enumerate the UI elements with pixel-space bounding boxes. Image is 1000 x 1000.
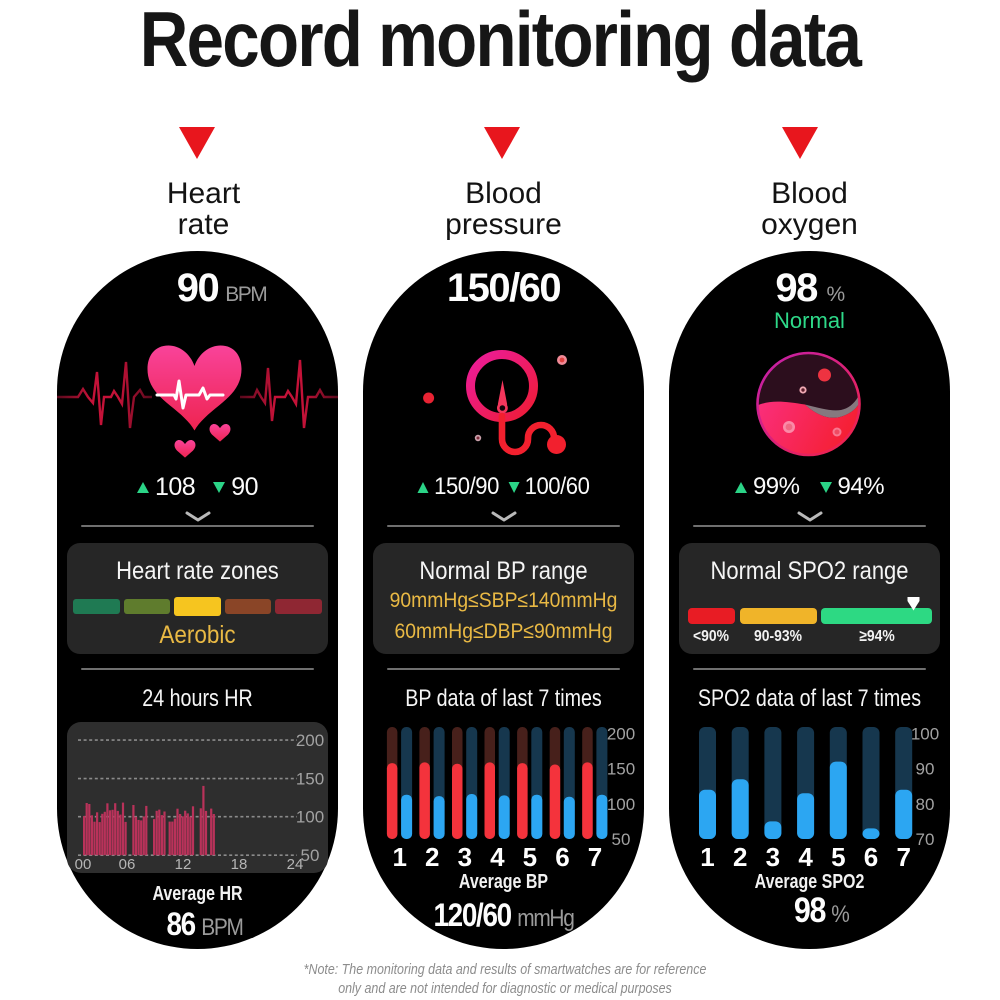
svg-text:100: 100 [296, 808, 324, 827]
svg-text:70: 70 [916, 830, 935, 849]
svg-text:2: 2 [425, 842, 439, 870]
svg-text:6: 6 [555, 842, 569, 870]
svg-text:50: 50 [301, 846, 320, 865]
svg-text:18: 18 [231, 856, 248, 873]
svg-text:00: 00 [75, 856, 92, 873]
svg-text:80: 80 [916, 795, 935, 814]
svg-text:5: 5 [523, 842, 537, 870]
svg-text:100: 100 [607, 795, 635, 814]
svg-text:90: 90 [916, 760, 935, 779]
svg-text:4: 4 [798, 842, 813, 870]
svg-text:24: 24 [287, 856, 304, 873]
svg-text:200: 200 [296, 731, 324, 750]
svg-text:7: 7 [588, 842, 602, 870]
svg-text:1: 1 [392, 842, 406, 870]
svg-text:1: 1 [700, 842, 714, 870]
svg-text:200: 200 [607, 725, 635, 744]
svg-text:7: 7 [896, 842, 910, 870]
svg-text:150: 150 [607, 760, 635, 779]
svg-text:06: 06 [119, 856, 136, 873]
svg-text:5: 5 [831, 842, 845, 870]
svg-text:12: 12 [175, 856, 192, 873]
svg-text:100: 100 [911, 724, 939, 743]
svg-text:50: 50 [612, 830, 631, 849]
svg-text:3: 3 [458, 842, 472, 870]
svg-text:150: 150 [296, 770, 324, 789]
svg-text:6: 6 [864, 842, 878, 870]
svg-text:3: 3 [766, 842, 780, 870]
svg-text:2: 2 [733, 842, 747, 870]
svg-text:4: 4 [490, 842, 505, 870]
